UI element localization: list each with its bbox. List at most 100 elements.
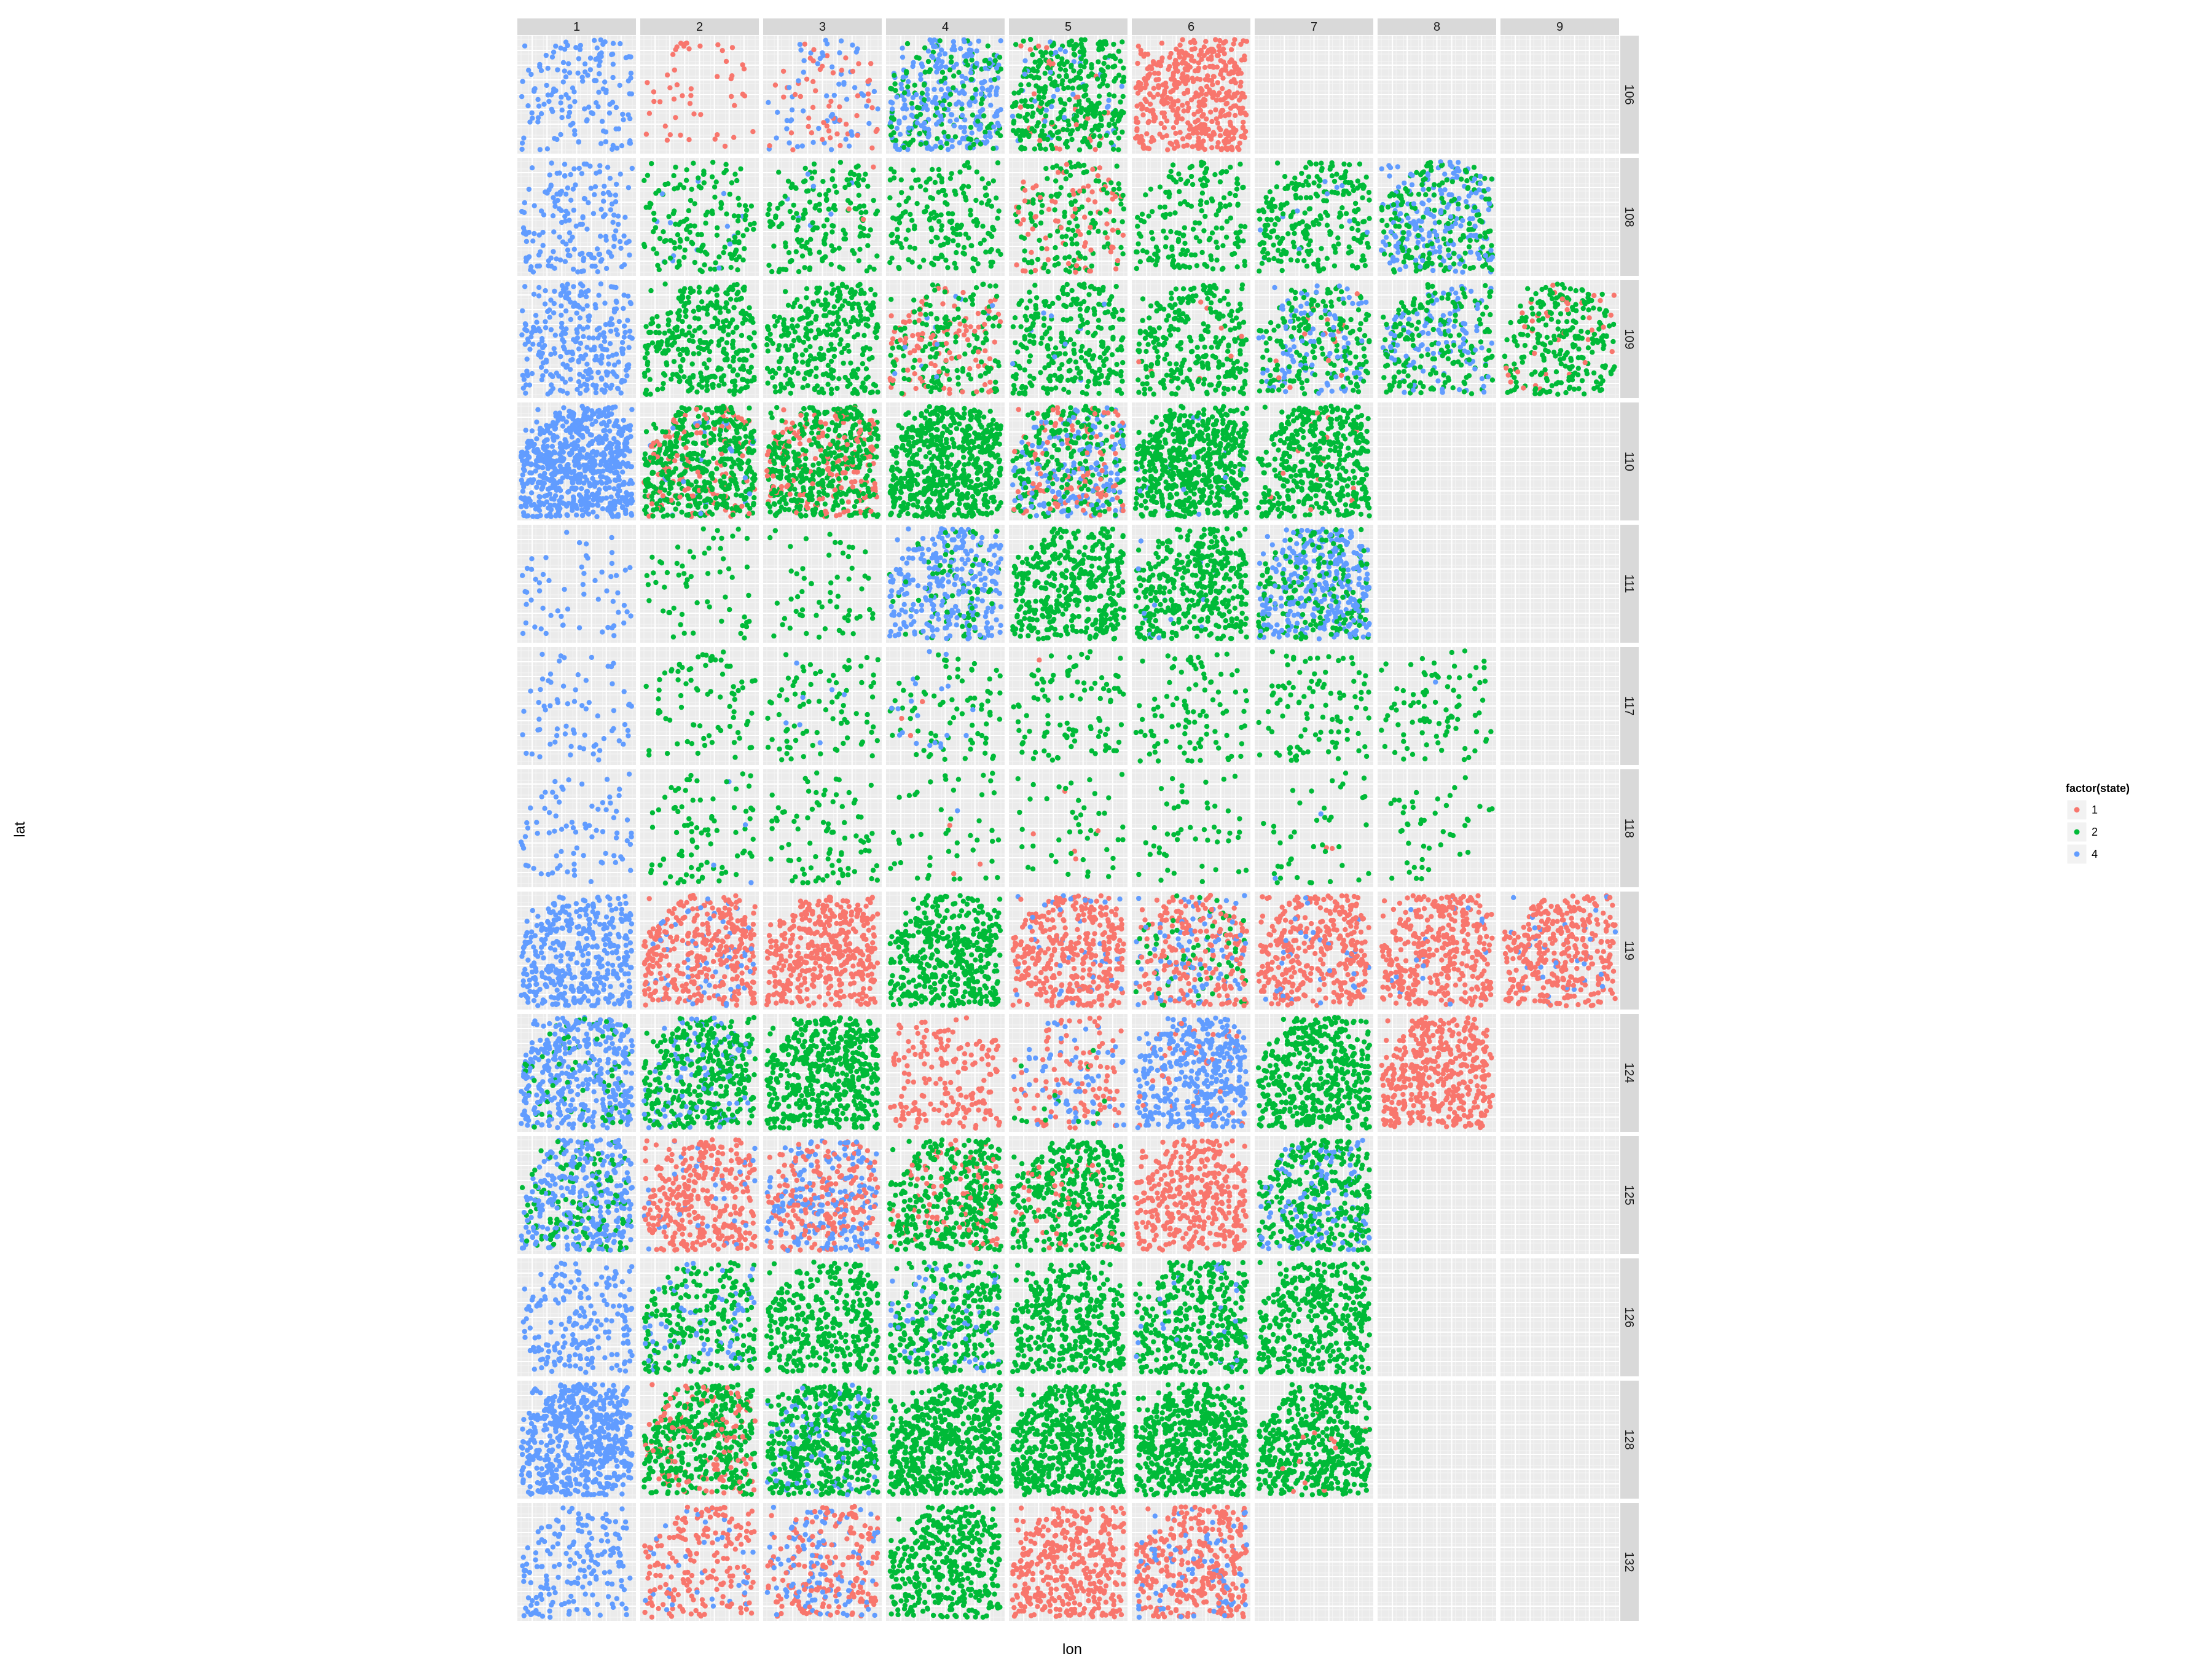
point-state-2 bbox=[648, 321, 653, 326]
point-state-2 bbox=[1099, 117, 1104, 122]
point-state-2 bbox=[1121, 75, 1126, 80]
point-state-2 bbox=[1414, 170, 1419, 175]
point-state-4 bbox=[618, 41, 622, 46]
point-state-1 bbox=[1109, 245, 1114, 249]
point-state-2 bbox=[1402, 259, 1406, 264]
point-state-4 bbox=[597, 71, 602, 76]
point-state-2 bbox=[657, 236, 662, 241]
point-state-4 bbox=[622, 335, 627, 340]
point-state-1 bbox=[1194, 143, 1199, 148]
point-state-2 bbox=[918, 142, 923, 147]
point-state-2 bbox=[783, 194, 788, 198]
point-state-4 bbox=[806, 171, 810, 176]
point-state-1 bbox=[1196, 118, 1201, 123]
point-state-2 bbox=[645, 173, 650, 178]
point-state-4 bbox=[612, 237, 617, 241]
point-state-2 bbox=[927, 216, 932, 221]
point-state-4 bbox=[533, 313, 538, 318]
point-state-4 bbox=[1430, 268, 1435, 273]
point-state-2 bbox=[1178, 177, 1183, 182]
facet-panel-109-2 bbox=[640, 280, 759, 398]
point-state-2 bbox=[1295, 258, 1300, 263]
point-state-4 bbox=[949, 47, 954, 52]
point-state-2 bbox=[942, 76, 947, 80]
facet-row-label: 111 bbox=[1622, 575, 1636, 593]
point-state-2 bbox=[980, 282, 985, 287]
point-state-2 bbox=[1105, 65, 1110, 69]
point-state-2 bbox=[976, 261, 981, 266]
point-state-2 bbox=[1308, 206, 1312, 211]
point-state-2 bbox=[1069, 237, 1074, 241]
point-state-4 bbox=[599, 375, 604, 380]
point-state-1 bbox=[1018, 44, 1023, 49]
point-state-2 bbox=[737, 297, 742, 302]
point-state-4 bbox=[796, 78, 801, 83]
point-state-1 bbox=[1198, 108, 1203, 113]
point-state-2 bbox=[1135, 215, 1140, 220]
point-state-4 bbox=[571, 267, 576, 272]
point-state-2 bbox=[1437, 255, 1442, 260]
point-state-4 bbox=[1063, 49, 1068, 54]
point-state-2 bbox=[806, 362, 810, 367]
point-state-2 bbox=[993, 58, 998, 63]
point-state-4 bbox=[532, 203, 537, 208]
point-state-4 bbox=[593, 305, 598, 310]
point-state-2 bbox=[1472, 205, 1477, 210]
point-state-2 bbox=[1146, 214, 1151, 219]
point-state-2 bbox=[987, 283, 992, 288]
point-state-2 bbox=[745, 348, 750, 353]
point-state-2 bbox=[648, 201, 653, 206]
point-state-2 bbox=[1066, 390, 1071, 394]
point-state-1 bbox=[1088, 248, 1093, 253]
point-state-4 bbox=[594, 78, 598, 83]
point-state-2 bbox=[1288, 257, 1293, 262]
point-state-4 bbox=[617, 319, 622, 324]
point-state-2 bbox=[1392, 211, 1397, 216]
point-state-2 bbox=[832, 354, 837, 359]
point-state-2 bbox=[691, 309, 696, 314]
point-state-1 bbox=[905, 367, 910, 372]
point-state-1 bbox=[947, 350, 952, 355]
facet-strip-row-125: 125 bbox=[1620, 1136, 1639, 1254]
point-state-2 bbox=[1060, 78, 1065, 83]
point-state-2 bbox=[1381, 229, 1386, 234]
point-state-2 bbox=[1092, 125, 1097, 130]
point-state-1 bbox=[1147, 146, 1151, 151]
point-state-2 bbox=[664, 360, 669, 365]
point-state-2 bbox=[1292, 244, 1296, 249]
point-state-2 bbox=[1068, 131, 1073, 136]
point-state-4 bbox=[560, 108, 565, 112]
point-state-2 bbox=[904, 71, 909, 76]
point-state-2 bbox=[1292, 231, 1296, 236]
point-state-2 bbox=[1360, 219, 1365, 224]
point-state-2 bbox=[1316, 183, 1321, 188]
point-state-2 bbox=[771, 243, 776, 248]
point-state-2 bbox=[1026, 82, 1031, 87]
point-state-2 bbox=[1052, 207, 1057, 212]
point-state-4 bbox=[577, 372, 582, 377]
point-state-1 bbox=[688, 93, 693, 98]
point-state-2 bbox=[641, 242, 646, 247]
point-state-4 bbox=[622, 324, 627, 329]
point-state-4 bbox=[911, 60, 916, 65]
point-state-2 bbox=[1276, 217, 1281, 222]
point-state-4 bbox=[598, 361, 603, 366]
point-state-2 bbox=[933, 180, 938, 185]
point-state-2 bbox=[1011, 119, 1016, 124]
point-state-2 bbox=[1413, 206, 1418, 211]
point-state-4 bbox=[614, 182, 619, 187]
point-state-2 bbox=[1120, 251, 1125, 256]
point-state-4 bbox=[595, 269, 600, 274]
point-state-2 bbox=[924, 302, 929, 307]
point-state-2 bbox=[1261, 231, 1266, 236]
point-state-2 bbox=[1419, 182, 1424, 187]
point-state-2 bbox=[723, 290, 728, 295]
point-state-2 bbox=[641, 178, 646, 183]
point-state-2 bbox=[678, 182, 683, 187]
point-state-2 bbox=[1080, 45, 1084, 50]
point-state-2 bbox=[923, 187, 928, 192]
point-state-1 bbox=[665, 138, 670, 143]
point-state-4 bbox=[608, 341, 613, 346]
point-state-4 bbox=[608, 176, 613, 181]
